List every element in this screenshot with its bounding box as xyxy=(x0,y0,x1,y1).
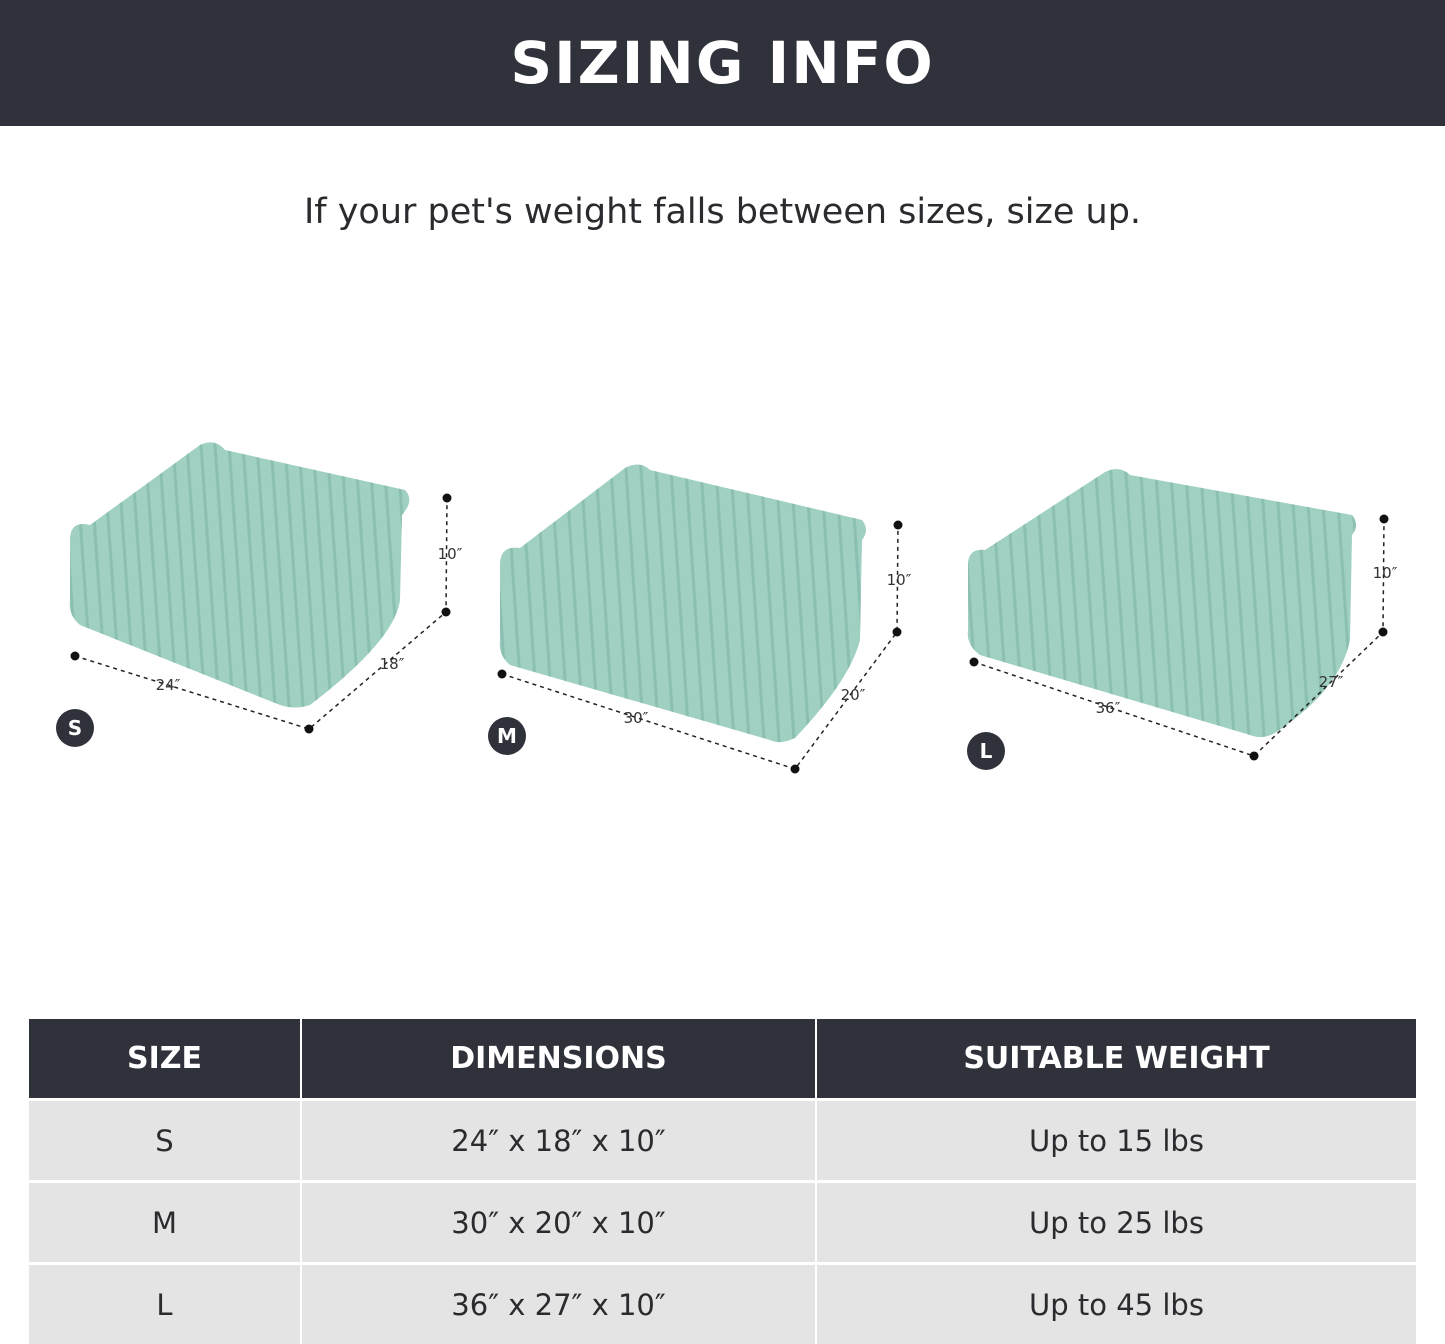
bed-rib-stripe xyxy=(865,455,885,755)
size-badge-l-label: L xyxy=(980,739,993,763)
cell-weight: Up to 45 lbs xyxy=(816,1264,1416,1344)
cell-size: S xyxy=(29,1100,301,1182)
cell-size: L xyxy=(29,1264,301,1344)
table-row: S 24″ x 18″ x 10″ Up to 15 lbs xyxy=(29,1100,1416,1182)
bed-small xyxy=(60,430,430,720)
table-row: M 30″ x 20″ x 10″ Up to 25 lbs xyxy=(29,1182,1416,1264)
header-dimensions: DIMENSIONS xyxy=(301,1019,816,1100)
width-label-medium: 30″ xyxy=(624,709,649,727)
height-label-small: 10″ xyxy=(438,545,463,563)
depth-label-medium: 20″ xyxy=(841,686,866,704)
table-row: L 36″ x 27″ x 10″ Up to 45 lbs xyxy=(29,1264,1416,1344)
width-label-large: 36″ xyxy=(1096,699,1121,717)
depth-label-large: 27″ xyxy=(1319,673,1344,691)
width-label-small: 24″ xyxy=(156,676,181,694)
size-badge-m-label: M xyxy=(497,724,517,748)
height-label-medium: 10″ xyxy=(887,571,912,589)
cell-size: M xyxy=(29,1182,301,1264)
height-label-large: 10″ xyxy=(1373,564,1398,582)
cell-weight: Up to 25 lbs xyxy=(816,1182,1416,1264)
bed-large xyxy=(960,460,1370,750)
sizing-table: SIZE DIMENSIONS SUITABLE WEIGHT S 24″ x … xyxy=(29,1019,1416,1344)
bed-medium xyxy=(490,455,885,755)
cell-weight: Up to 15 lbs xyxy=(816,1100,1416,1182)
bed-illustrations: 24″ 18″ 10″ S 30″ 20″ 10″ M 36″ 27″ 10″ … xyxy=(0,0,1445,1000)
cell-dimensions: 30″ x 20″ x 10″ xyxy=(301,1182,816,1264)
cell-dimensions: 36″ x 27″ x 10″ xyxy=(301,1264,816,1344)
bed-rib-stripe xyxy=(410,430,430,720)
size-badge-s-label: S xyxy=(68,716,82,740)
table-header-row: SIZE DIMENSIONS SUITABLE WEIGHT xyxy=(29,1019,1416,1100)
header-size: SIZE xyxy=(29,1019,301,1100)
depth-label-small: 18″ xyxy=(380,655,405,673)
bed-rib-stripe xyxy=(1350,460,1370,750)
cell-dimensions: 24″ x 18″ x 10″ xyxy=(301,1100,816,1182)
header-weight: SUITABLE WEIGHT xyxy=(816,1019,1416,1100)
